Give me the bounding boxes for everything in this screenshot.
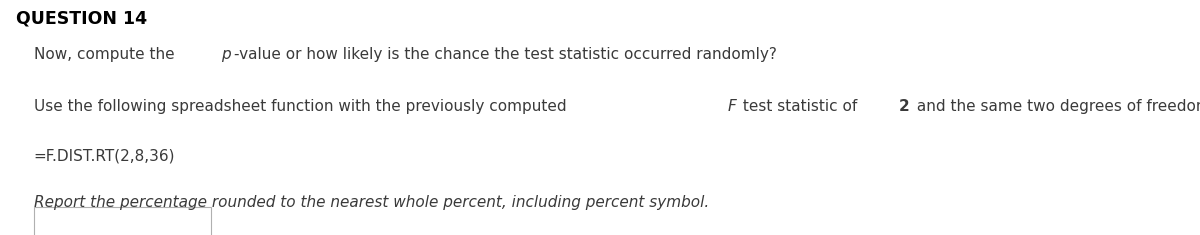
Text: Report the percentage rounded to the nearest whole percent, including percent sy: Report the percentage rounded to the nea…: [34, 195, 709, 210]
Text: p: p: [221, 47, 230, 62]
Text: -value or how likely is the chance the test statistic occurred randomly?: -value or how likely is the chance the t…: [234, 47, 776, 62]
Text: =F.DIST.RT(2,8,36): =F.DIST.RT(2,8,36): [34, 148, 175, 163]
Text: Use the following spreadsheet function with the previously computed: Use the following spreadsheet function w…: [34, 99, 571, 114]
Text: Now, compute the: Now, compute the: [34, 47, 179, 62]
Bar: [34, 207, 211, 235]
Text: F: F: [727, 99, 736, 114]
Text: QUESTION 14: QUESTION 14: [16, 9, 146, 27]
Text: test statistic of: test statistic of: [738, 99, 863, 114]
Text: and the same two degrees of freedom,: and the same two degrees of freedom,: [912, 99, 1200, 114]
Text: 2: 2: [899, 99, 910, 114]
